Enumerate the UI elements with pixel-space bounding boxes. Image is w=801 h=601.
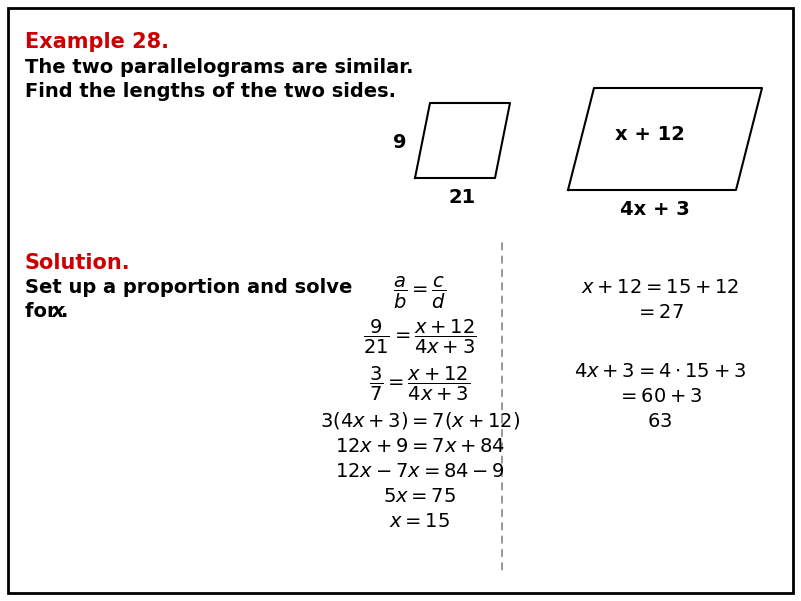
Text: 9: 9 [392,132,406,151]
Text: $3(4x+3)=7(x+12)$: $3(4x+3)=7(x+12)$ [320,410,520,431]
Text: The two parallelograms are similar.: The two parallelograms are similar. [25,58,413,77]
Text: Solution.: Solution. [25,253,131,273]
Text: Example 28.: Example 28. [25,32,169,52]
Text: $\dfrac{9}{21}=\dfrac{x+12}{4x+3}$: $\dfrac{9}{21}=\dfrac{x+12}{4x+3}$ [364,318,477,356]
Text: for: for [25,302,63,321]
Text: .: . [61,302,68,321]
Text: $12x+9=7x+84$: $12x+9=7x+84$ [335,437,505,456]
Text: Set up a proportion and solve: Set up a proportion and solve [25,278,352,297]
Text: x + 12: x + 12 [615,126,685,144]
Text: $\dfrac{a}{b}=\dfrac{c}{d}$: $\dfrac{a}{b}=\dfrac{c}{d}$ [393,275,447,311]
Text: $12x-7x=84-9$: $12x-7x=84-9$ [335,462,505,481]
Text: $x+12=15+12$: $x+12=15+12$ [581,278,739,297]
Text: 4x + 3: 4x + 3 [620,200,690,219]
Text: $4x+3=4\cdot15+3$: $4x+3=4\cdot15+3$ [574,362,746,381]
Text: $63$: $63$ [647,412,673,431]
Text: 21: 21 [449,188,476,207]
Text: Find the lengths of the two sides.: Find the lengths of the two sides. [25,82,396,101]
Text: $\dfrac{3}{7}=\dfrac{x+12}{4x+3}$: $\dfrac{3}{7}=\dfrac{x+12}{4x+3}$ [369,365,470,403]
Text: $5x=75$: $5x=75$ [384,487,457,506]
Text: $x=15$: $x=15$ [389,512,451,531]
Text: $=27$: $=27$ [635,303,685,322]
Text: $=60+3$: $=60+3$ [618,387,702,406]
Text: x: x [52,302,65,321]
